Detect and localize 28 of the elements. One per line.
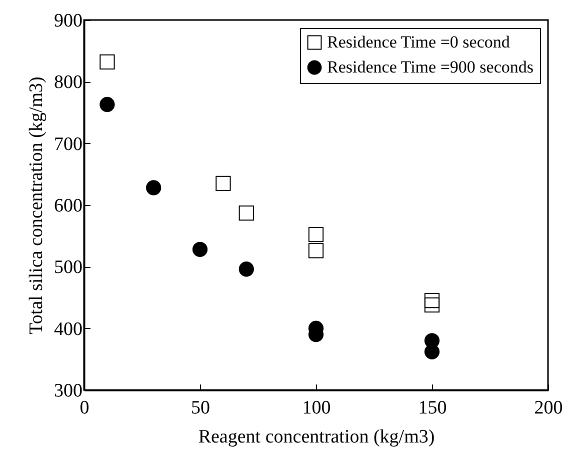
y-tick-label: 400	[54, 318, 82, 340]
y-tick-label: 700	[54, 134, 82, 155]
y-tick-label: 500	[54, 257, 82, 278]
y-tick-label: 600	[54, 196, 82, 216]
point	[100, 54, 115, 70]
point	[238, 262, 254, 277]
legend-label: Residence Time =900 seconds	[327, 58, 534, 76]
x-tick-label: 50	[191, 398, 210, 418]
y-axis-title: Total silica concentration (kg/m3)	[26, 76, 47, 334]
point	[424, 344, 440, 360]
point	[308, 227, 324, 242]
y-tick-label: 900	[54, 10, 82, 32]
x-tick-label: 150	[418, 398, 447, 418]
x-tick-label: 200	[534, 398, 563, 418]
point	[424, 297, 440, 312]
point	[146, 180, 162, 196]
x-axis-title: Reagent concentration (kg/m3)	[198, 426, 435, 448]
point	[192, 242, 208, 257]
y-tick-label: 300	[54, 380, 82, 402]
point	[100, 96, 115, 112]
x-tick-label: 0	[80, 398, 90, 418]
point	[238, 205, 254, 221]
x-tick-label: 100	[302, 398, 331, 418]
legend-label: Residence Time =0 second	[327, 32, 510, 52]
point	[424, 293, 440, 308]
point	[308, 243, 324, 258]
y-tick-label: 800	[54, 72, 82, 94]
point	[216, 176, 231, 191]
